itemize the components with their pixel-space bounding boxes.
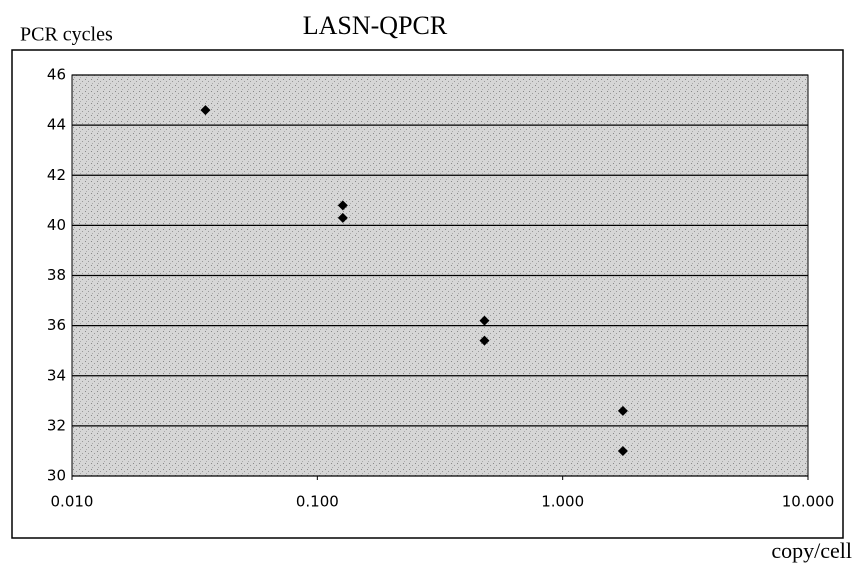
y-tick-label: 34 — [47, 366, 66, 384]
point — [200, 105, 211, 116]
y-axis-label: PCR cycles — [20, 24, 113, 46]
chart-frame — [11, 49, 844, 539]
point — [617, 445, 628, 456]
point — [337, 212, 348, 223]
point — [479, 315, 490, 326]
x-tick-label: 1.000 — [541, 493, 584, 511]
point — [337, 200, 348, 211]
y-tick-label: 32 — [47, 416, 66, 434]
y-tick-label: 30 — [47, 467, 66, 485]
y-tick-label: 46 — [47, 66, 66, 84]
chart-title: LASN-QPCR — [303, 11, 448, 40]
y-tick-label: 40 — [47, 216, 66, 234]
x-tick-label: 10.000 — [782, 493, 835, 511]
y-tick-label: 36 — [47, 316, 66, 334]
y-tick-label: 38 — [47, 266, 66, 284]
y-tick-label: 44 — [47, 116, 66, 134]
y-tick-label: 42 — [47, 166, 66, 184]
point — [479, 335, 490, 346]
x-tick-label: 0.100 — [296, 493, 339, 511]
x-tick-label: 0.010 — [51, 493, 94, 511]
x-axis-label: copy/cell — [771, 538, 852, 563]
point — [617, 405, 628, 416]
